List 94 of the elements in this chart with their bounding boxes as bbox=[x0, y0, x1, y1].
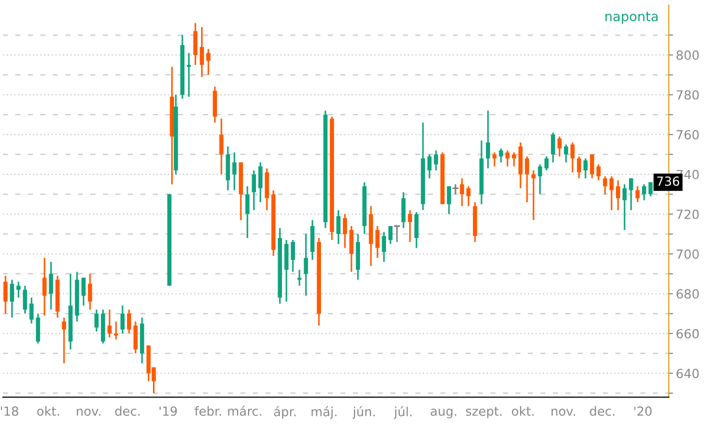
candlestick bbox=[186, 52, 191, 98]
y-tick-label: 800 bbox=[676, 50, 699, 60]
candlestick bbox=[36, 312, 40, 344]
candlestick bbox=[622, 184, 627, 231]
y-tick-label: 780 bbox=[676, 90, 699, 100]
candlestick bbox=[48, 261, 54, 310]
candlestick bbox=[596, 164, 601, 182]
candlestick bbox=[22, 284, 28, 314]
candlestick bbox=[648, 182, 653, 197]
candlestick bbox=[486, 110, 490, 170]
candlestick bbox=[628, 178, 634, 211]
candlestick bbox=[62, 316, 66, 364]
x-tick-label: okt. bbox=[512, 406, 534, 416]
candlestick bbox=[570, 142, 575, 174]
candlestick bbox=[16, 281, 21, 298]
candlestick bbox=[602, 176, 608, 195]
candlestick bbox=[635, 186, 640, 203]
x-tick-label: nov. bbox=[552, 408, 576, 416]
candlestick bbox=[576, 156, 582, 180]
candlestick bbox=[232, 152, 236, 192]
x-tick-label: márc. bbox=[228, 406, 262, 416]
candlestick bbox=[88, 273, 92, 310]
x-tick-label: máj. bbox=[312, 406, 336, 419]
candlestick bbox=[557, 136, 562, 158]
candlestick bbox=[564, 144, 568, 164]
candlestick bbox=[120, 304, 125, 334]
candlestick bbox=[349, 225, 354, 273]
candlestick bbox=[336, 209, 341, 245]
y-tick-label: 640 bbox=[676, 368, 699, 378]
x-tick-label: szept. bbox=[466, 406, 502, 418]
x-tick-label: aug. bbox=[430, 408, 456, 418]
candlestick bbox=[466, 186, 471, 207]
candlestick bbox=[401, 191, 406, 229]
candlestick bbox=[446, 186, 452, 215]
candlestick bbox=[408, 209, 412, 243]
candlestick bbox=[609, 176, 614, 211]
annotation: naponta bbox=[605, 12, 658, 24]
candlestick bbox=[193, 22, 198, 66]
candlestick bbox=[29, 296, 34, 324]
y-tick-label: 680 bbox=[676, 289, 699, 299]
candlestick bbox=[290, 239, 295, 273]
x-tick-label: '18 bbox=[0, 406, 18, 416]
y-tick-label: 700 bbox=[676, 249, 699, 259]
x-tick-label: júl. bbox=[394, 406, 412, 419]
y-tick-label: 760 bbox=[676, 130, 699, 140]
candlestick bbox=[544, 156, 549, 172]
x-tick-label: '19 bbox=[160, 406, 177, 416]
candlestick bbox=[590, 154, 594, 180]
candlestick bbox=[133, 320, 138, 354]
x-tick-label: okt. bbox=[37, 406, 59, 416]
candlestick bbox=[94, 308, 99, 332]
candlestick bbox=[531, 170, 536, 221]
candlestick bbox=[252, 170, 256, 211]
candlestick bbox=[388, 225, 393, 245]
candlestick bbox=[10, 279, 14, 318]
y-tick-label: 720 bbox=[676, 210, 699, 220]
candlestick bbox=[126, 308, 132, 334]
candlestick bbox=[42, 257, 47, 316]
candlestick bbox=[297, 269, 302, 287]
candlestick bbox=[512, 152, 516, 168]
candlestick bbox=[114, 320, 118, 340]
candlestick bbox=[200, 26, 204, 78]
candlestick bbox=[524, 156, 530, 203]
candlestick bbox=[258, 162, 262, 203]
candlestick bbox=[245, 186, 250, 239]
candlestick bbox=[3, 275, 8, 314]
x-tick-label: dec. bbox=[590, 406, 614, 416]
candlestick bbox=[427, 154, 432, 180]
candlestick bbox=[382, 231, 386, 263]
candlestick bbox=[304, 233, 308, 296]
candlestick bbox=[375, 225, 380, 259]
candlestick bbox=[550, 132, 556, 164]
x-tick-label: febr. bbox=[194, 406, 222, 416]
candlestick bbox=[414, 211, 419, 249]
candlestick bbox=[460, 178, 464, 207]
x-tick-label: nov. bbox=[76, 408, 100, 416]
candlestick bbox=[583, 158, 588, 180]
x-tick-label: jún. bbox=[352, 406, 375, 419]
candlestick bbox=[492, 152, 497, 168]
candlestick bbox=[498, 148, 504, 164]
x-tick-label: ápr. bbox=[274, 406, 296, 419]
candlestick bbox=[538, 164, 542, 195]
candlestick bbox=[616, 180, 620, 211]
candlestick bbox=[505, 150, 510, 168]
x-tick-label: dec. bbox=[115, 406, 140, 416]
x-tick-label: '20 bbox=[634, 406, 652, 416]
candlestick bbox=[107, 308, 112, 338]
candlestick bbox=[206, 48, 210, 76]
y-tick-label: 660 bbox=[676, 328, 699, 338]
candlestick bbox=[434, 150, 438, 172]
candlestick bbox=[219, 118, 224, 176]
candlestick bbox=[642, 184, 646, 201]
candlestick bbox=[342, 213, 348, 249]
candlestick bbox=[81, 277, 86, 306]
